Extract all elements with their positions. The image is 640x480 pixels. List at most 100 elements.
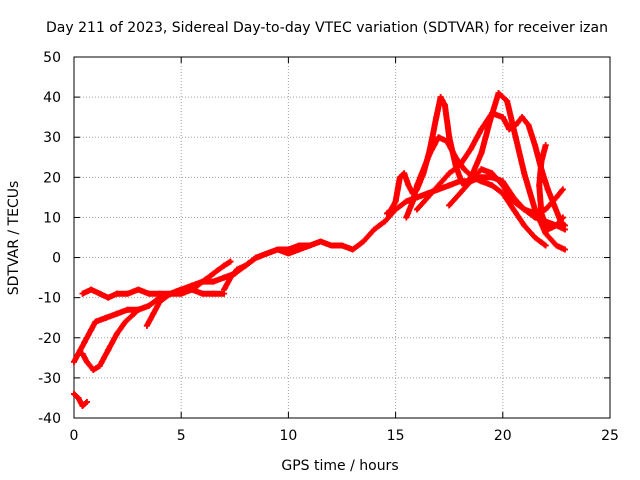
series-pass-2: [71, 390, 90, 409]
plot-frame: [73, 56, 611, 419]
data-point: [156, 298, 163, 305]
data-point: [150, 310, 157, 317]
data-point: [221, 286, 228, 293]
data-point: [105, 294, 112, 301]
data-point: [221, 262, 228, 269]
data-point: [544, 226, 551, 233]
data-point: [227, 274, 234, 281]
data-point: [542, 230, 549, 237]
data-point: [441, 102, 448, 109]
data-point: [90, 366, 97, 373]
data-point: [253, 254, 260, 261]
data-point: [414, 182, 421, 189]
x-tick-label: 25: [601, 428, 619, 444]
data-point: [495, 90, 502, 97]
data-point: [521, 222, 528, 229]
data-point: [242, 262, 249, 269]
data-point: [437, 94, 444, 101]
x-tick-label: 10: [279, 428, 297, 444]
y-tick-label: -40: [38, 411, 61, 427]
data-point: [456, 162, 463, 169]
data-point: [553, 222, 560, 229]
data-point: [538, 158, 545, 165]
y-tick-label: 0: [52, 251, 61, 267]
data-point: [452, 154, 459, 161]
y-tick-label: -30: [38, 371, 61, 387]
x-tick-label: 0: [70, 428, 79, 444]
data-point: [88, 326, 95, 333]
data-point: [478, 126, 485, 133]
data-point: [561, 246, 568, 253]
data-point: [178, 286, 185, 293]
x-tick-label: 15: [387, 428, 405, 444]
data-point: [306, 242, 313, 249]
data-point: [188, 282, 195, 289]
data-point: [446, 134, 453, 141]
data-point: [96, 362, 103, 369]
data-point: [371, 226, 378, 233]
data-point: [124, 306, 131, 313]
data-point: [396, 174, 403, 181]
data-point: [392, 198, 399, 205]
data-point: [263, 250, 270, 257]
data-point: [210, 278, 217, 285]
data-point: [561, 222, 568, 229]
data-point: [83, 398, 90, 405]
data-point: [409, 198, 416, 205]
axis-ticks: 0 5 10 15 20 25 -40 -30 -20 -10 0 10 20 30 40 50: [38, 50, 619, 444]
data-point: [544, 186, 551, 193]
data-point: [113, 290, 120, 297]
y-tick-label: 30: [43, 130, 61, 146]
data-point: [478, 166, 485, 173]
x-tick-label: 5: [177, 428, 186, 444]
data-point: [467, 178, 474, 185]
data-point: [105, 346, 112, 353]
data-point: [456, 174, 463, 181]
data-point: [71, 390, 77, 397]
data-point: [349, 246, 356, 253]
data-point: [435, 134, 442, 141]
data-point: [499, 114, 506, 121]
data-point: [446, 170, 453, 177]
data-point: [512, 134, 519, 141]
y-tick-label: 40: [43, 90, 61, 106]
data-point: [210, 270, 217, 277]
data-point: [403, 198, 410, 205]
data-point: [461, 166, 468, 173]
data-point: [81, 338, 88, 345]
series-pass-8: [403, 134, 549, 249]
series-pass-11: [536, 142, 566, 233]
data-point: [199, 278, 206, 285]
data-point: [221, 274, 228, 281]
data-point: [489, 182, 496, 189]
data-point: [531, 142, 538, 149]
data-point: [519, 114, 526, 121]
data-point: [424, 194, 431, 201]
data-point: [79, 402, 86, 409]
data-point: [433, 114, 440, 121]
data-point: [92, 318, 99, 325]
data-point: [536, 182, 543, 189]
data-point: [553, 242, 560, 249]
data-point: [233, 266, 240, 273]
data-point: [75, 394, 82, 401]
y-tick-label: 10: [43, 210, 61, 226]
data-point: [489, 170, 496, 177]
data-point: [553, 194, 560, 201]
data-point: [339, 242, 345, 249]
data-point: [146, 302, 153, 309]
data-point: [504, 98, 511, 105]
data-point: [135, 286, 142, 293]
data-point: [559, 186, 566, 193]
data-point: [96, 290, 103, 297]
data-point: [285, 246, 292, 253]
data-point: [167, 290, 174, 297]
data-point: [394, 186, 401, 193]
series-pass-7: [384, 90, 568, 253]
data-point: [521, 170, 528, 177]
data-point: [525, 122, 532, 129]
data-point: [456, 190, 463, 197]
data-point: [542, 142, 549, 149]
data-point: [521, 206, 528, 213]
